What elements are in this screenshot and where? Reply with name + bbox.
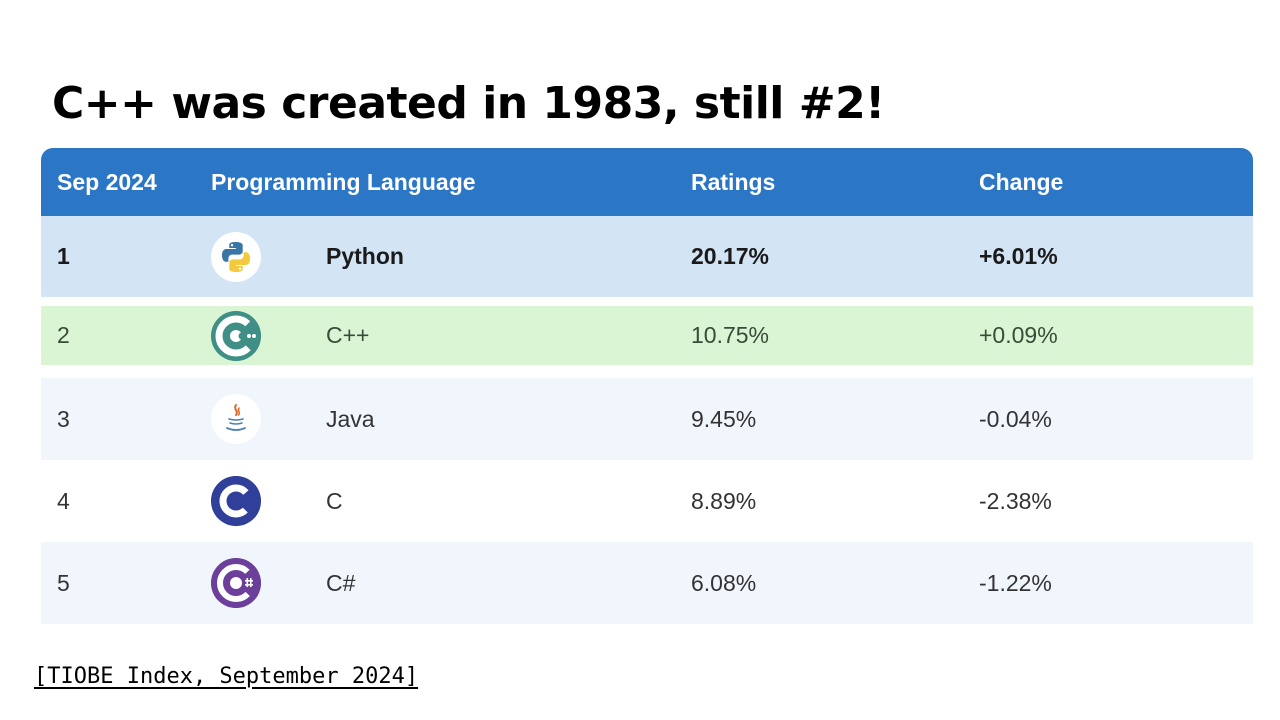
header-change: Change [979, 168, 1064, 195]
row-rank: 3 [57, 405, 70, 432]
row-language: Java [326, 405, 375, 432]
source-citation: [TIOBE Index, September 2024] [34, 664, 419, 689]
table-header: Sep 2024 Programming Language Ratings Ch… [41, 148, 1253, 216]
row-ratings: 20.17% [691, 243, 770, 269]
row-change: -0.04% [979, 405, 1052, 432]
row-ratings: 8.89% [691, 487, 757, 514]
table-row-python: 1 Python 20.17% +6.01% [41, 216, 1253, 297]
cpp-logo-icon [211, 310, 261, 361]
row-language: C++ [326, 322, 370, 348]
header-ratings: Ratings [691, 168, 776, 195]
table-row-cpp: 2 C++ 10.75% +0.09% [41, 306, 1253, 365]
row-rank: 1 [57, 243, 70, 269]
python-logo-icon [211, 231, 261, 282]
header-language: Programming Language [211, 168, 476, 195]
row-change: -2.38% [979, 487, 1052, 514]
row-rank: 4 [57, 487, 70, 514]
row-language: C [326, 487, 343, 514]
table-row-java: 3 Java 9.45% -0.04% [41, 378, 1253, 460]
java-logo-icon [211, 394, 261, 444]
c-logo-icon [211, 476, 261, 526]
row-divider [41, 297, 1253, 306]
table-row-csharp: 5 C# 6.08% -1.22% [41, 542, 1253, 624]
row-change: +0.09% [979, 322, 1058, 348]
row-ratings: 10.75% [691, 322, 770, 348]
table-row-c: 4 C 8.89% -2.38% [41, 460, 1253, 542]
row-ratings: 6.08% [691, 569, 757, 596]
csharp-logo-icon [211, 558, 261, 608]
row-divider [41, 365, 1253, 378]
row-change: +6.01% [979, 243, 1058, 269]
row-rank: 2 [57, 322, 70, 348]
row-rank: 5 [57, 569, 70, 596]
ranking-table: Sep 2024 Programming Language Ratings Ch… [41, 148, 1253, 624]
row-language: C# [326, 569, 356, 596]
header-rank: Sep 2024 [57, 168, 157, 195]
row-change: -1.22% [979, 569, 1052, 596]
row-language: Python [326, 243, 404, 269]
slide-title: C++ was created in 1983, still #2! [52, 78, 885, 129]
row-ratings: 9.45% [691, 405, 757, 432]
